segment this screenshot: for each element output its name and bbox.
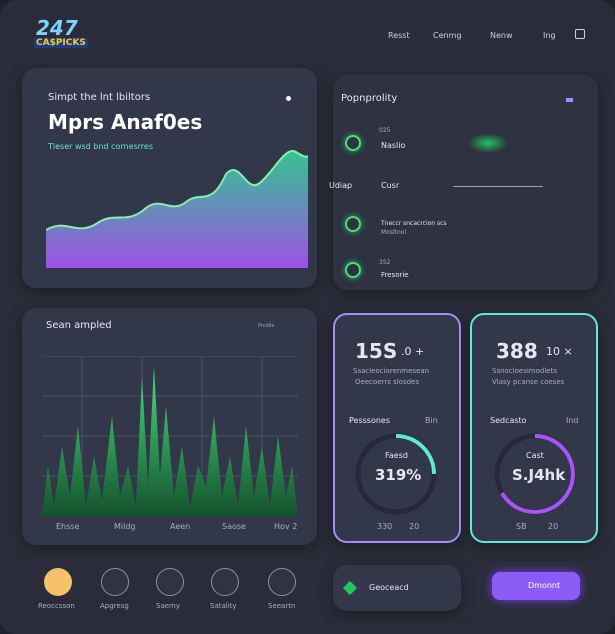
stat-line: Ssnocloesimodlets [492, 367, 557, 375]
glow [468, 133, 508, 153]
dock-icon[interactable] [268, 568, 296, 596]
stat-foot: 20 [409, 522, 420, 531]
ring-arc [500, 434, 575, 514]
hero-caption: Tleser wsd bnd cornesrres [48, 142, 154, 151]
logo-top: 247 [36, 16, 78, 40]
progress [453, 186, 543, 187]
axis-label: Ehsse [56, 522, 80, 531]
ring [494, 433, 576, 515]
dock-icon[interactable] [156, 568, 184, 596]
ring-label: Faesd [385, 451, 408, 460]
hero-title: Mprs Anaf0es [48, 110, 203, 134]
row-name: Cusr [381, 181, 400, 190]
dock-icon[interactable] [211, 568, 239, 596]
axis-label: Mildg [114, 522, 136, 531]
dock-label: Apgresg [100, 602, 129, 610]
row-name: Naslio [381, 141, 406, 150]
popularity-card: Popnprolity 025 Naslio Udiap Cusr Tneccr… [329, 75, 598, 290]
stat-suffix: 10 × [546, 345, 573, 358]
row-label: 025 [379, 127, 391, 134]
stat-card: 15S .0 + Ssacleociorenmesean Oeecoerrs s… [333, 313, 461, 543]
dock-label: Seeartn [268, 602, 296, 610]
dock-label: Satality [210, 602, 237, 610]
stat-card: 388 10 × Ssnocloesimodlets Vlasy pcanse … [470, 313, 598, 543]
row-icon [345, 262, 361, 278]
row-icon [345, 216, 361, 232]
area-chart [46, 150, 308, 268]
row-label: 352 [379, 259, 391, 266]
avatar[interactable] [44, 568, 72, 596]
hero-subtitle: Simpt the lnt lbiltors [48, 92, 151, 103]
spike-chart [42, 356, 298, 516]
spikes [42, 366, 298, 516]
axis-label: Saose [222, 522, 246, 531]
ring-arc [395, 434, 436, 475]
stat-line: Oeecoerrs slosdes [355, 378, 419, 386]
nav-link[interactable]: Cenmg [433, 31, 462, 40]
ring-value: 319% [375, 466, 422, 484]
stat-foot: SB [516, 522, 527, 531]
stat-line: Ssacleociorenmesean [353, 367, 430, 375]
axis-label: Hov 2 [274, 522, 298, 531]
primary-button[interactable]: Dmonnt [492, 572, 580, 600]
stat-suffix: .0 + [401, 345, 425, 358]
nav-link[interactable]: Ing [543, 31, 556, 40]
stat-left: Sedcasto [490, 416, 527, 425]
hero-card: Simpt the lnt lbiltors Mprs Anaf0es Tles… [22, 68, 317, 288]
action-card[interactable]: Geoceacd [333, 565, 461, 611]
row-label: Udiap [329, 181, 353, 190]
stat-right: Bin [425, 416, 438, 425]
dock-icon[interactable] [101, 568, 129, 596]
stat-foot: 20 [548, 522, 559, 531]
row-name: Fresorie [381, 271, 409, 279]
stat-right: Ind [566, 416, 579, 425]
spike-card: Sean ampled Prcolis Ehsse Mildg Aeen Sao… [22, 308, 317, 545]
spike-tag: Prcolis [258, 323, 275, 329]
area-line [46, 150, 308, 231]
nav-link[interactable]: Resst [388, 31, 410, 40]
stat-line: Vlasy pcanse coeses [492, 378, 565, 386]
ring-label: Cast [526, 451, 544, 460]
area [46, 150, 308, 268]
axis-label: Aeen [170, 522, 191, 531]
spike-title: Sean ampled [46, 320, 112, 331]
logo-bottom: CA$PICKS [34, 38, 88, 48]
row-label: Tneccr sncacrcion scs [381, 220, 447, 227]
action-icon [342, 580, 358, 596]
stat-foot: 330 [377, 522, 393, 531]
popularity-title: Popnprolity [341, 93, 398, 104]
nav-link[interactable]: Nenw [490, 31, 513, 40]
dock-label: Saemy [156, 602, 181, 610]
stat-left: Pesssones [349, 416, 391, 425]
row-icon [345, 135, 361, 151]
action-label: Geoceacd [369, 583, 409, 592]
row-name: Mosltnol [381, 229, 407, 236]
stat-value: 388 [496, 339, 538, 363]
tag [566, 98, 573, 102]
ring [355, 433, 437, 515]
button-label: Dmonnt [528, 581, 561, 590]
dock-label: Reoccsson [38, 602, 75, 610]
menu-icon[interactable] [575, 29, 585, 39]
stat-value: 15S [355, 339, 398, 363]
ring-value: S.J4hk [512, 466, 566, 484]
status-dot [286, 96, 291, 101]
